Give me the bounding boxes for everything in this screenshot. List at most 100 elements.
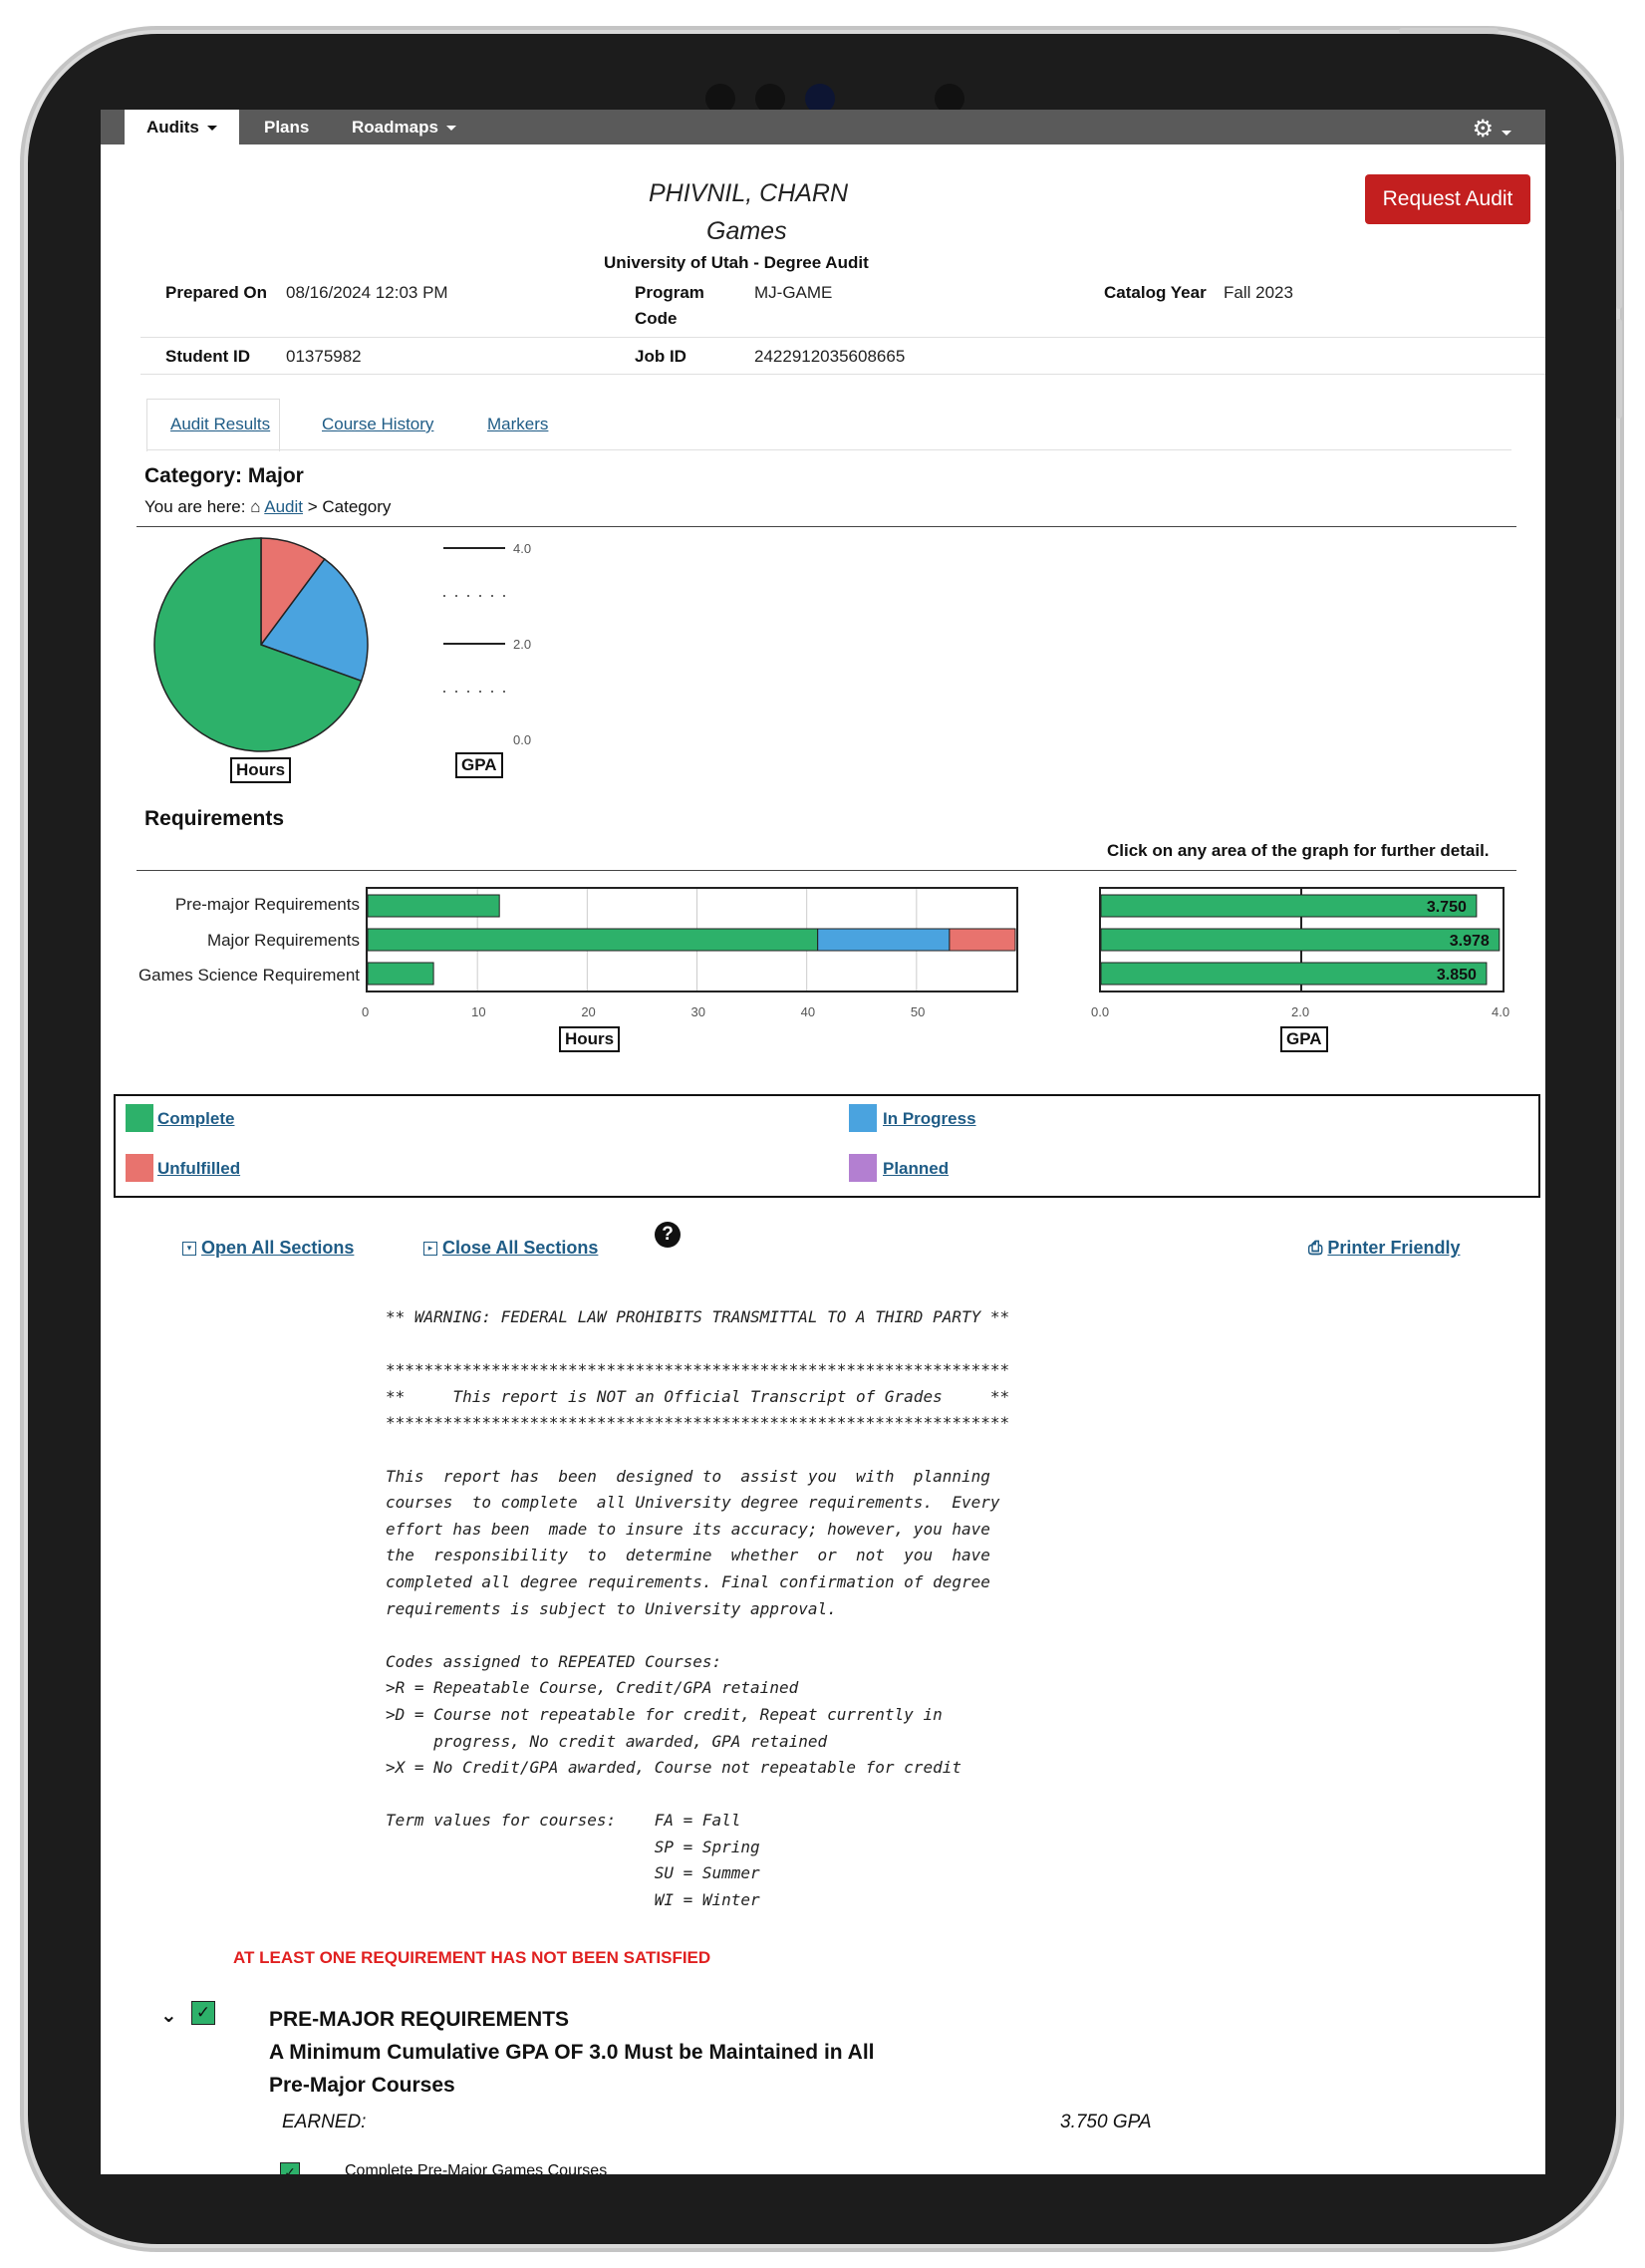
gpa-bar-value-label: 3.850 [1437,967,1477,984]
program-code-value: MJ-GAME [754,283,833,302]
checkbox-complete-icon: ✓ [280,2162,300,2174]
row-label-major: Major Requirements [206,931,360,950]
divider [140,374,1545,375]
gpa-bar[interactable] [1100,894,1478,918]
breadcrumb: You are here: ⌂ Audit > Category [144,497,391,517]
row-label-games-science: Games Science Requirement [137,966,360,985]
tab-course-history[interactable]: Course History [322,415,434,433]
tab-audit-results[interactable]: Audit Results [170,415,271,433]
hours-bar-chart-label: Hours [559,1026,621,1052]
hours-pie-chart[interactable] [148,532,374,757]
expand-box-icon: ▾ [182,1242,196,1257]
gpa-bar-value-label: 3.978 [1450,933,1490,950]
hours-bar-chart[interactable] [366,887,1019,992]
chevron-down-icon[interactable]: ⌄ [160,2005,177,2027]
gear-icon[interactable]: ⚙ [1472,116,1494,142]
printer-friendly[interactable]: ⎙ Printer Friendly [1308,1238,1460,1259]
notice-line: SU = Summer [386,1863,760,1883]
breadcrumb-prefix: You are here: [144,497,246,516]
notice-line: ****************************************… [386,1413,1010,1433]
hours-bar-unfulfilled[interactable] [949,928,1016,952]
caret-down-icon[interactable] [1502,125,1511,142]
printer-friendly-link[interactable]: Printer Friendly [1327,1238,1461,1258]
hours-bar-in-progress[interactable] [817,928,951,952]
legend-complete-link[interactable]: Complete [157,1109,235,1128]
open-all-sections[interactable]: ▾ Open All Sections [182,1238,354,1259]
row-label-pre-major: Pre-major Requirements [174,895,360,914]
job-id-label: Job ID [635,347,686,366]
legend-planned-link[interactable]: Planned [883,1159,950,1178]
notice-line: Codes assigned to REPEATED Courses: [386,1651,722,1671]
legend-in-progress-link[interactable]: In Progress [883,1109,976,1128]
gpa-empty-chart [443,547,505,693]
notice-line: ****************************************… [386,1360,1010,1380]
notice-line: effort has been made to insure its accur… [386,1519,990,1539]
nav-roadmaps[interactable]: Roadmaps [330,110,478,144]
catalog-year-value: Fall 2023 [1224,283,1293,302]
top-nav: Audits Plans Roadmaps ⚙ [101,110,1545,144]
legend-unfulfilled-link[interactable]: Unfulfilled [157,1159,241,1178]
home-icon: ⌂ [250,497,261,516]
legend-swatch-planned [849,1154,877,1182]
section-title: PRE-MAJOR REQUIREMENTS [269,2008,570,2031]
hours-tick-label: 0 [362,1004,370,1019]
pie-slice-in-progress[interactable] [259,558,369,683]
sensor-icon [935,84,964,114]
gpa-bar[interactable] [1100,962,1488,986]
gpa-bar[interactable] [1100,928,1501,952]
notice-line: >X = No Credit/GPA awarded, Course not r… [386,1758,961,1778]
gpa-tick-label: 2.0 [1291,1004,1310,1019]
power-button [1399,28,1499,34]
volume-up-button [1616,209,1622,309]
chart-frame [1099,887,1505,992]
hours-tick-label: 50 [910,1004,926,1019]
gpa-bar-chart[interactable]: 3.750 3.978 3.850 [1099,887,1506,992]
tab-markers[interactable]: Markers [487,415,549,433]
gpa-bar-value-label: 3.750 [1427,899,1467,916]
sub-requirement: Complete Pre-Major Games Courses [345,2162,608,2174]
browser-screen: Audits Plans Roadmaps ⚙ PHIVNIL, CHARN G… [101,110,1545,2174]
divider [137,870,1516,871]
hours-tick-label: 10 [471,1004,486,1019]
tab-audit-results-frame [146,399,280,451]
caret-down-icon [445,126,456,132]
gpa-tick-label: 0.0 [1091,1004,1110,1019]
front-camera-icon [805,84,835,114]
chart-frame [366,887,1018,992]
audit-notice: ** WARNING: FEDERAL LAW PROHIBITS TRANSM… [386,1304,1009,1914]
checkbox-complete-icon: ✓ [191,2001,215,2025]
divider [137,526,1516,527]
program-code-label: Program [635,283,704,302]
gpa-chart-label: GPA [455,752,503,778]
category-title: Category: Major [144,464,304,487]
close-all-sections[interactable]: ▸ Close All Sections [423,1238,598,1259]
nav-plans[interactable]: Plans [264,118,310,137]
notice-line: ** This report is NOT an Official Transc… [386,1386,1010,1406]
legend-swatch-unfulfilled [126,1154,153,1182]
help-icon[interactable]: ? [655,1222,681,1248]
hours-tick-label: 40 [800,1004,816,1019]
nav-audits[interactable]: Audits [125,110,239,144]
hours-bar-complete[interactable] [367,962,434,986]
notice-line [386,1782,1009,1809]
gpa-tick-label: 2.0 [513,637,532,652]
notice-line: SP = Spring [386,1837,760,1856]
prepared-on-label: Prepared On [165,283,268,302]
pie-slice-complete[interactable] [153,537,363,752]
gpa-tick-label: 4.0 [513,541,532,556]
prepared-on-value: 08/16/2024 12:03 PM [286,283,448,302]
sensor-icon [755,84,785,114]
earned-label: EARNED: [282,2112,367,2132]
notice-line: WI = Winter [386,1890,760,1910]
hours-bar-complete[interactable] [367,894,500,918]
camera-icon [705,84,735,114]
gpa-bar-chart-label: GPA [1280,1026,1328,1052]
hours-bar-complete[interactable] [367,928,819,952]
breadcrumb-audit-link[interactable]: Audit [264,497,304,516]
unsatisfied-warning: AT LEAST ONE REQUIREMENT HAS NOT BEEN SA… [233,1948,711,1967]
notice-line [386,1437,1009,1464]
request-audit-button[interactable]: Request Audit [1365,174,1530,224]
open-all-link[interactable]: Open All Sections [201,1238,355,1258]
institution-title: University of Utah - Degree Audit [604,253,869,272]
close-all-link[interactable]: Close All Sections [442,1238,599,1258]
